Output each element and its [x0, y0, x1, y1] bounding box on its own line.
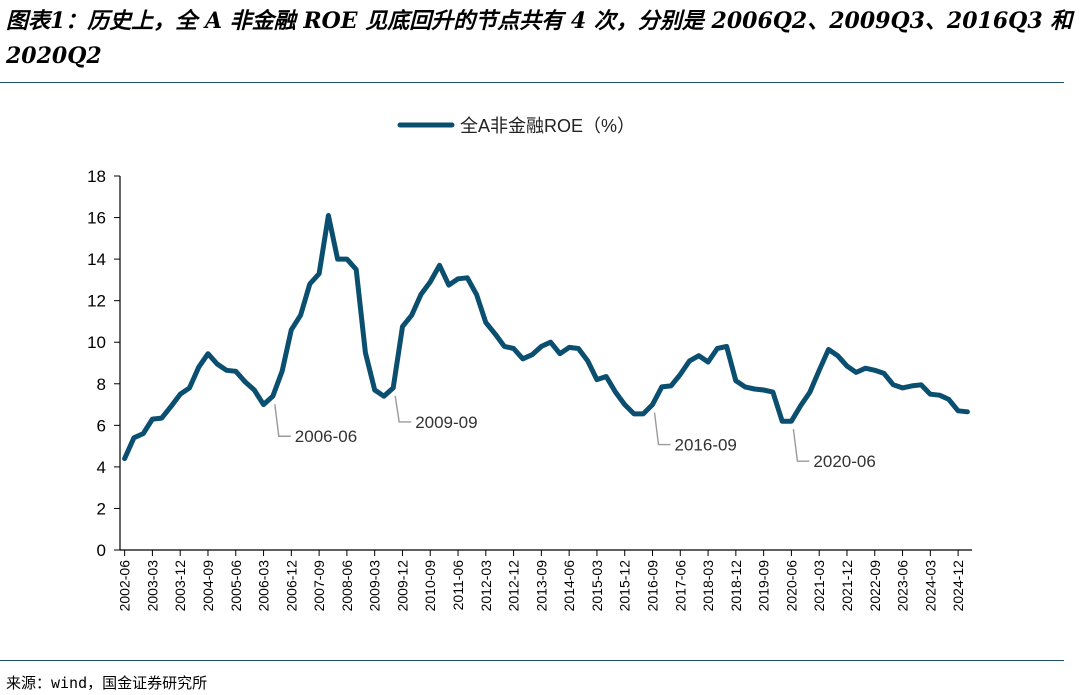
- annotation-label: 2020-06: [813, 452, 875, 471]
- x-tick-label: 2021-12: [839, 560, 855, 612]
- x-tick-label: 2015-03: [589, 560, 605, 612]
- x-tick-label: 2019-09: [756, 560, 772, 612]
- x-tick-label: 2024-12: [950, 560, 966, 612]
- x-tick-label: 2009-12: [394, 560, 410, 612]
- x-tick-label: 2024-03: [922, 560, 938, 612]
- legend: 全A非金融ROE（%）: [397, 116, 635, 136]
- y-tick-label: 0: [97, 541, 106, 560]
- x-tick-label: 2022-09: [867, 560, 883, 612]
- title-divider: [0, 82, 1064, 83]
- x-tick-label: 2007-09: [311, 560, 327, 612]
- x-tick-label: 2004-09: [200, 560, 216, 612]
- x-tick-label: 2023-06: [895, 560, 911, 612]
- y-tick-label: 8: [97, 375, 106, 394]
- line-chart: 全A非金融ROE（%） 2002-06 2003-03 2003-12 2004-09…: [87, 116, 972, 611]
- x-tick-label: 2013-09: [533, 560, 549, 612]
- annotation-leader: [394, 395, 412, 423]
- y-tick-label: 6: [97, 416, 106, 435]
- x-tick-label: 2017-06: [672, 560, 688, 612]
- x-tick-label: 2012-12: [506, 560, 522, 612]
- annotation-2009-09: 2009-09: [394, 395, 478, 432]
- x-tick-label: 2014-06: [561, 560, 577, 612]
- x-tick-label: 2021-03: [811, 560, 827, 612]
- x-tick-label: 2012-03: [478, 560, 494, 612]
- annotation-label: 2009-09: [415, 413, 477, 432]
- annotation-2020-06: 2020-06: [792, 429, 876, 471]
- x-tick-label: 2011-06: [450, 560, 466, 611]
- x-tick-label: 2009-03: [367, 560, 383, 612]
- y-tick-label: 16: [87, 209, 106, 228]
- x-tick-label: 2010-09: [422, 560, 438, 612]
- x-tick-label: 2005-06: [228, 560, 244, 612]
- axes: [119, 176, 972, 551]
- y-tick-label: 12: [87, 292, 106, 311]
- y-tick-label: 18: [87, 167, 106, 186]
- legend-label: 全A非金融ROE（%）: [460, 116, 635, 136]
- x-tick-label: 2015-12: [617, 560, 633, 612]
- x-tick-label: 2003-12: [172, 560, 188, 612]
- source-note: 来源：wind，国金证券研究所: [6, 674, 208, 692]
- annotation-leader: [792, 429, 810, 462]
- x-tick-label: 2002-06: [117, 560, 133, 612]
- x-tick-label: 2003-03: [144, 560, 160, 612]
- y-tick-label: 4: [97, 458, 106, 477]
- y-tick-label: 10: [87, 333, 106, 352]
- y-axis-ticks: 0 2 4 6 8 10 12 14 16 18: [87, 167, 120, 560]
- x-axis-ticks: 2002-06 2003-03 2003-12 2004-09 2005-06 2006-…: [117, 550, 966, 611]
- annotation-label: 2006-06: [295, 427, 357, 446]
- annotation-2006-06: 2006-06: [274, 404, 357, 446]
- annotations: 2006-06 2009-09 2016-09 2020-06: [274, 395, 876, 471]
- x-tick-label: 2016-09: [645, 560, 661, 612]
- x-tick-label: 2018-12: [728, 560, 744, 612]
- x-tick-label: 2008-06: [339, 560, 355, 612]
- x-tick-label: 2006-12: [283, 560, 299, 612]
- x-tick-label: 2020-06: [783, 560, 799, 612]
- footer-divider: [0, 660, 1064, 661]
- x-tick-label: 2018-03: [700, 560, 716, 612]
- annotation-leader: [274, 404, 291, 437]
- annotation-label: 2016-09: [675, 436, 737, 455]
- y-tick-label: 2: [97, 499, 106, 518]
- series-line: [122, 213, 970, 462]
- x-tick-label: 2006-03: [256, 560, 272, 612]
- annotation-leader: [653, 412, 671, 446]
- figure-title: 图表1：历史上，全 A 非金融 ROE 见底回升的节点共有 4 次，分别是 20…: [6, 8, 1073, 69]
- y-tick-label: 14: [87, 250, 106, 269]
- annotation-2016-09: 2016-09: [653, 412, 737, 455]
